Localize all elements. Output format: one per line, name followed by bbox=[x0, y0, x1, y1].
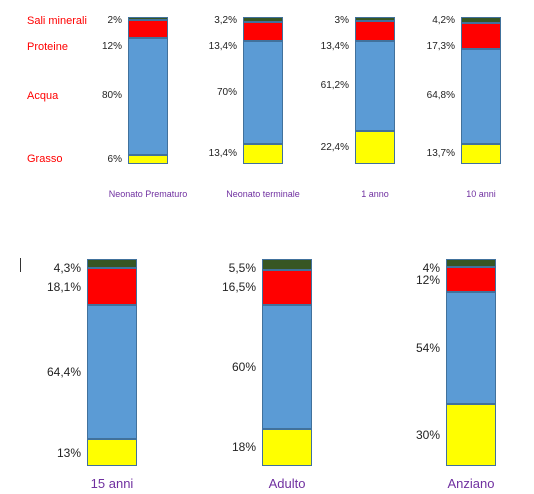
value-label-proteine: 13,4% bbox=[208, 41, 237, 52]
value-label-grasso: 22,4% bbox=[320, 141, 349, 153]
segment-acqua bbox=[128, 37, 168, 156]
component-label-sali-minerali: Sali minerali bbox=[27, 14, 87, 27]
segment-sali-minerali bbox=[461, 17, 501, 24]
value-label-acqua: 54% bbox=[415, 341, 440, 355]
value-label-sali-minerali: 5,5% bbox=[228, 261, 256, 275]
value-label-sali-minerali: 2% bbox=[107, 15, 122, 26]
segment-grasso bbox=[355, 131, 395, 164]
segment-grasso bbox=[87, 439, 137, 466]
value-label-proteine: 12% bbox=[415, 272, 440, 287]
category-label-adulto: Adulto bbox=[268, 476, 306, 491]
value-label-acqua: 61,2% bbox=[320, 80, 349, 92]
segment-sali-minerali bbox=[446, 259, 496, 268]
segment-proteine bbox=[355, 21, 395, 42]
value-label-acqua: 60% bbox=[231, 359, 256, 374]
value-label-sali-minerali: 4,2% bbox=[432, 15, 455, 26]
segment-proteine bbox=[87, 267, 137, 306]
value-label-proteine: 18,1% bbox=[46, 279, 81, 294]
value-label-grasso: 13,7% bbox=[426, 147, 455, 159]
category-label-anziano: Anziano bbox=[447, 476, 495, 491]
bar-neonato-prematuro bbox=[128, 17, 168, 164]
value-label-sali-minerali: 4,3% bbox=[53, 261, 81, 275]
segment-acqua bbox=[243, 41, 283, 145]
segment-grasso bbox=[128, 155, 168, 164]
segment-grasso bbox=[243, 144, 283, 164]
value-label-acqua: 70% bbox=[216, 86, 237, 98]
segment-proteine bbox=[446, 267, 496, 293]
component-label-acqua: Acqua bbox=[27, 89, 59, 102]
bar-adulto bbox=[262, 259, 312, 466]
category-label-neonato-terminale: Neonato terminale bbox=[226, 189, 300, 199]
value-label-sali-minerali: 3,2% bbox=[214, 15, 237, 26]
value-label-acqua: 64,4% bbox=[46, 365, 81, 380]
category-label-15-anni: 15 anni bbox=[90, 476, 134, 491]
bar-anziano bbox=[446, 259, 496, 466]
bar-1-anno bbox=[355, 17, 395, 164]
segment-proteine bbox=[243, 21, 283, 42]
value-label-sali-minerali: 3% bbox=[334, 15, 349, 26]
segment-acqua bbox=[446, 292, 496, 404]
value-label-grasso: 30% bbox=[415, 427, 440, 442]
segment-acqua bbox=[461, 48, 501, 144]
category-label-neonato-prematuro: Neonato Prematuro bbox=[108, 189, 188, 199]
value-label-grasso: 13% bbox=[56, 445, 81, 460]
segment-sali-minerali bbox=[128, 17, 168, 20]
value-label-grasso: 6% bbox=[107, 153, 122, 165]
value-label-proteine: 17,3% bbox=[426, 41, 455, 52]
category-label-1-anno: 1 anno bbox=[361, 189, 389, 199]
category-label-10-anni: 10 anni bbox=[466, 189, 496, 199]
segment-grasso bbox=[262, 428, 312, 466]
value-label-acqua: 64,8% bbox=[426, 90, 455, 102]
segment-acqua bbox=[262, 304, 312, 429]
value-label-grasso: 13,4% bbox=[208, 148, 237, 160]
segment-acqua bbox=[87, 305, 137, 440]
bar-15-anni bbox=[87, 259, 137, 466]
segment-proteine bbox=[461, 23, 501, 49]
value-label-acqua: 80% bbox=[101, 90, 122, 102]
segment-sali-minerali bbox=[355, 17, 395, 22]
segment-acqua bbox=[355, 41, 395, 132]
segment-sali-minerali bbox=[243, 17, 283, 22]
component-label-proteine: Proteine bbox=[27, 40, 68, 53]
segment-grasso bbox=[446, 403, 496, 466]
bar-neonato-terminale bbox=[243, 17, 283, 164]
segment-proteine bbox=[128, 19, 168, 38]
bar-10-anni bbox=[461, 17, 501, 164]
value-label-proteine: 12% bbox=[101, 41, 122, 52]
segment-proteine bbox=[262, 270, 312, 305]
segment-sali-minerali bbox=[262, 259, 312, 271]
component-label-grasso: Grasso bbox=[27, 153, 63, 166]
value-label-proteine: 16,5% bbox=[221, 280, 256, 295]
segment-grasso bbox=[461, 143, 501, 164]
segment-sali-minerali bbox=[87, 259, 137, 268]
value-label-grasso: 18% bbox=[231, 440, 256, 455]
text-cursor bbox=[20, 258, 21, 272]
value-label-proteine: 13,4% bbox=[320, 41, 349, 52]
value-label-sali-minerali: 4% bbox=[422, 261, 440, 275]
